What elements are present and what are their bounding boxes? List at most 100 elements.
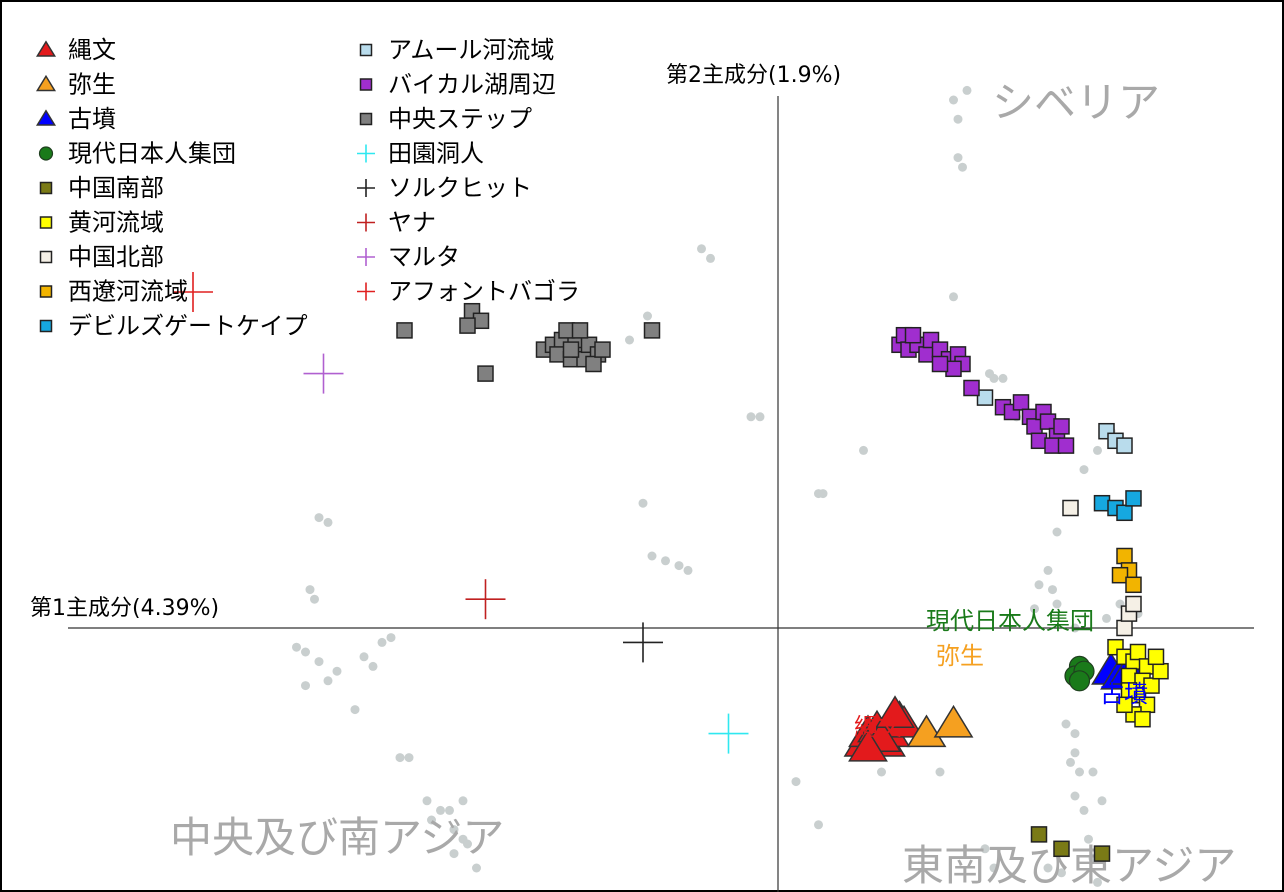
legend-marker bbox=[357, 144, 375, 163]
background-point bbox=[1093, 445, 1102, 455]
series-0 bbox=[843, 695, 924, 762]
background-point bbox=[661, 556, 670, 566]
data-point-square bbox=[1143, 677, 1160, 694]
background-point bbox=[427, 815, 436, 825]
data-series bbox=[173, 272, 1169, 862]
annotation-jomon: 縄文 bbox=[854, 713, 902, 741]
data-point-plus bbox=[173, 272, 213, 312]
data-point-square bbox=[1053, 418, 1070, 435]
data-point-square bbox=[976, 389, 994, 406]
background-point bbox=[1070, 791, 1080, 801]
background-point bbox=[953, 153, 963, 163]
data-point-square bbox=[1030, 826, 1048, 843]
data-point-square bbox=[1134, 710, 1151, 728]
background-point bbox=[814, 820, 823, 830]
background-points bbox=[292, 85, 1143, 887]
background-point bbox=[1079, 465, 1089, 475]
background-point bbox=[1084, 834, 1093, 844]
series-13 bbox=[623, 622, 663, 663]
background-point bbox=[706, 253, 715, 263]
data-point-circle bbox=[1068, 670, 1091, 692]
background-point bbox=[1070, 748, 1080, 758]
background-point bbox=[463, 839, 472, 849]
legend-label: マルタ bbox=[388, 243, 460, 271]
legend-label: 現代日本人集団 bbox=[68, 140, 236, 168]
series-15 bbox=[303, 353, 344, 394]
data-point-square bbox=[1125, 595, 1142, 613]
data-point-square bbox=[1129, 643, 1147, 661]
legend-label: バイカル湖周辺 bbox=[388, 71, 556, 99]
background-point bbox=[472, 863, 481, 873]
legend-label: 古墳 bbox=[68, 105, 116, 133]
legend-marker bbox=[359, 78, 373, 91]
legend-item: バイカル湖周辺 bbox=[359, 71, 556, 99]
background-point bbox=[697, 244, 706, 254]
legend-marker bbox=[35, 40, 57, 57]
data-point-triangle bbox=[906, 714, 947, 748]
series-10 bbox=[891, 326, 1075, 454]
data-point-square bbox=[1125, 576, 1142, 594]
legend-marker bbox=[357, 248, 375, 266]
data-point-square bbox=[571, 322, 589, 339]
legend-label: ソルクヒット bbox=[388, 174, 532, 202]
x-axis-label: 第1主成分(4.39%) bbox=[30, 596, 219, 621]
legend-label: アフォントバゴラ bbox=[388, 278, 580, 306]
background-point bbox=[625, 335, 634, 345]
annotations: 現代日本人集団 弥生 古墳 縄文 bbox=[854, 607, 1148, 741]
background-point bbox=[746, 412, 756, 422]
background-point bbox=[350, 705, 360, 715]
background-point bbox=[305, 585, 315, 595]
data-point-square bbox=[1012, 394, 1030, 411]
legend-marker bbox=[357, 179, 375, 197]
background-point bbox=[1075, 767, 1084, 777]
legend-item: アフォントバゴラ bbox=[357, 278, 580, 306]
background-point bbox=[1052, 599, 1062, 609]
series-8 bbox=[1093, 490, 1142, 522]
data-point-plus bbox=[465, 579, 506, 620]
background-point bbox=[1066, 757, 1075, 767]
background-point bbox=[377, 637, 387, 647]
data-point-square bbox=[1116, 504, 1133, 522]
series-12 bbox=[708, 713, 749, 754]
legend-item: 弥生 bbox=[35, 71, 116, 99]
legend-label: アムール河流域 bbox=[388, 36, 554, 64]
data-point-square bbox=[1125, 490, 1142, 507]
background-point bbox=[953, 114, 963, 124]
background-point bbox=[458, 796, 468, 806]
legend-label: 縄文 bbox=[68, 36, 116, 64]
background-point bbox=[877, 767, 886, 777]
series-1 bbox=[906, 704, 974, 748]
data-point-square bbox=[1093, 845, 1111, 862]
legend-item: 古墳 bbox=[35, 105, 116, 133]
legend-item: アムール河流域 bbox=[359, 36, 554, 64]
background-point bbox=[859, 445, 868, 455]
axes bbox=[68, 96, 1254, 892]
background-point bbox=[755, 412, 765, 422]
background-point bbox=[1034, 580, 1044, 590]
legend-label: 弥生 bbox=[68, 71, 116, 99]
background-point bbox=[1093, 877, 1102, 887]
series-16 bbox=[173, 272, 213, 312]
background-point bbox=[674, 561, 684, 571]
background-point bbox=[1088, 767, 1098, 777]
background-point bbox=[1097, 796, 1107, 806]
data-point-plus bbox=[623, 622, 663, 663]
legend-marker bbox=[357, 213, 375, 232]
legend-label: 西遼河流域 bbox=[68, 278, 188, 306]
data-point-square bbox=[562, 341, 580, 358]
background-point bbox=[980, 844, 990, 854]
data-point-square bbox=[396, 322, 413, 339]
background-point bbox=[962, 85, 972, 95]
background-point bbox=[449, 849, 459, 859]
data-point-square bbox=[904, 326, 922, 344]
series-7 bbox=[1111, 547, 1142, 594]
legend-item: 田園洞人 bbox=[357, 140, 484, 168]
legend-marker bbox=[39, 319, 53, 333]
data-point-square bbox=[643, 322, 661, 339]
background-point bbox=[643, 311, 652, 321]
background-point bbox=[368, 661, 378, 671]
annotation-kofun: 古墳 bbox=[1100, 680, 1148, 708]
legend-marker bbox=[359, 43, 373, 57]
background-point bbox=[1043, 863, 1053, 873]
